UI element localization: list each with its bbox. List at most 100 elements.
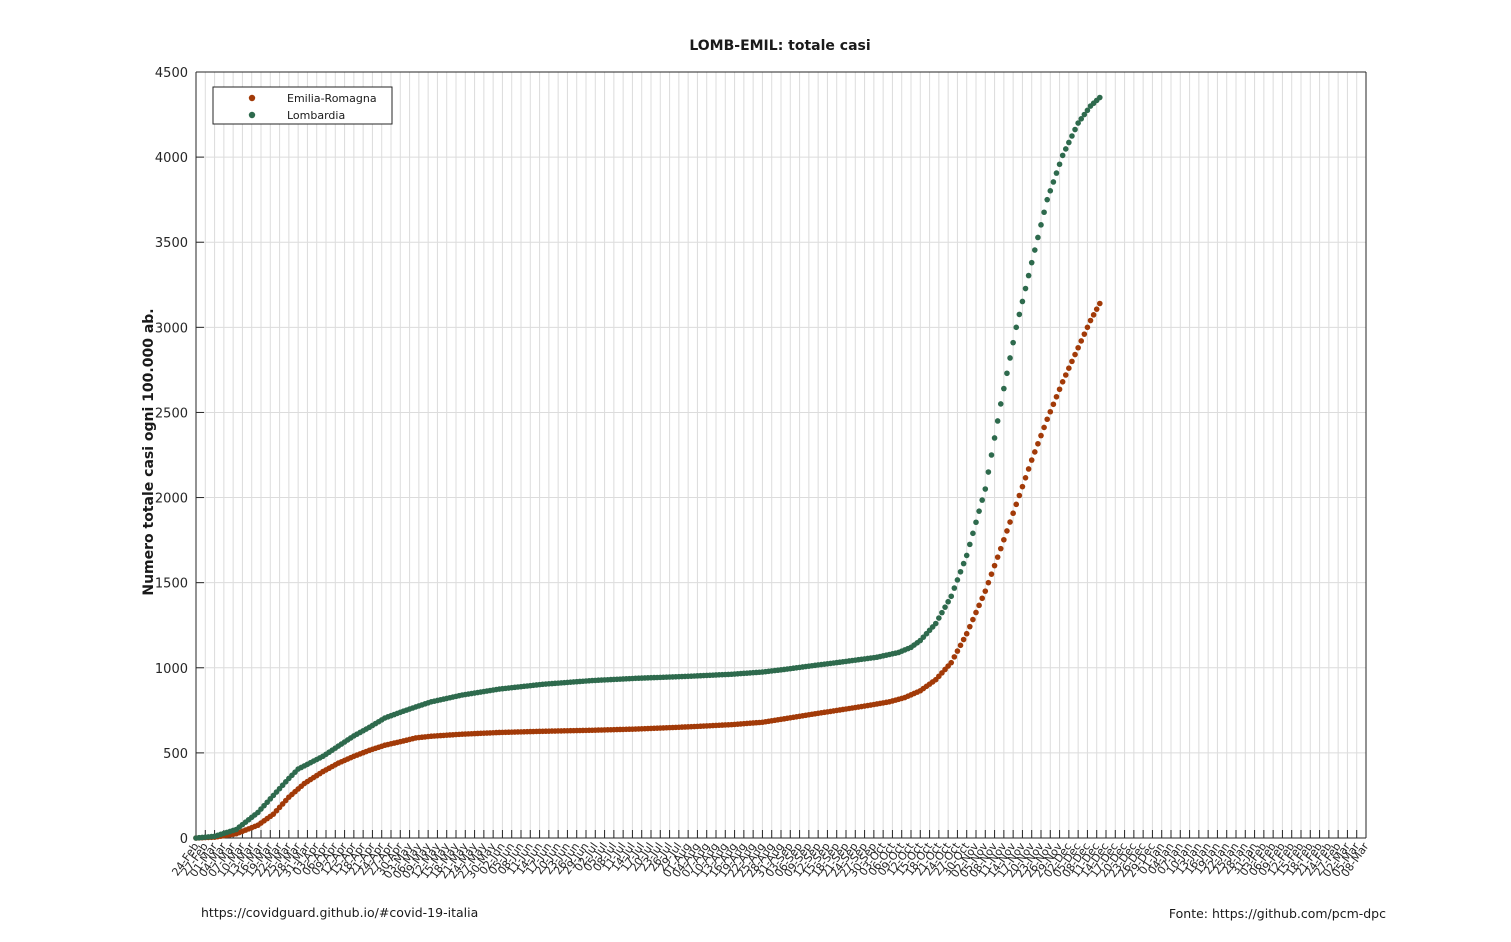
- data-point-lombardia: [976, 508, 982, 514]
- data-point-emilia-romagna: [1028, 457, 1035, 463]
- data-point-lombardia: [1078, 116, 1085, 122]
- data-point-lombardia: [985, 469, 992, 475]
- data-point-lombardia: [1010, 339, 1016, 346]
- data-point-emilia-romagna: [1007, 519, 1013, 525]
- data-point-emilia-romagna: [954, 648, 961, 654]
- data-point-lombardia: [960, 560, 967, 567]
- data-point-lombardia: [963, 552, 970, 559]
- data-point-lombardia: [1001, 385, 1007, 392]
- data-point-emilia-romagna: [1004, 528, 1010, 534]
- data-point-lombardia: [979, 497, 985, 503]
- data-point-emilia-romagna: [1059, 379, 1066, 385]
- data-point-emilia-romagna: [948, 659, 955, 666]
- data-point-emilia-romagna: [1044, 416, 1050, 423]
- data-point-lombardia: [1053, 170, 1060, 176]
- data-point-lombardia: [1041, 209, 1047, 216]
- data-point-emilia-romagna: [1053, 393, 1060, 400]
- data-source-credit[interactable]: Fonte: https://github.com/pcm-dpc: [1168, 906, 1386, 921]
- data-point-lombardia: [973, 519, 979, 526]
- source-url-left[interactable]: https://covidguard.github.io/#covid-19-i…: [201, 905, 479, 920]
- data-point-emilia-romagna: [1047, 408, 1054, 415]
- data-point-emilia-romagna: [988, 571, 995, 577]
- data-point-lombardia: [1056, 161, 1063, 168]
- grid: [195, 71, 1367, 839]
- y-axis-label: Numero totale casi ogni 100.000 ab.: [141, 308, 157, 595]
- legend-item-emilia-romagna[interactable]: Emilia-Romagna: [248, 92, 377, 105]
- data-point-emilia-romagna: [967, 623, 973, 630]
- data-point-lombardia: [951, 585, 958, 591]
- data-point-lombardia: [948, 593, 955, 600]
- data-point-emilia-romagna: [1035, 440, 1041, 447]
- data-point-lombardia: [1007, 355, 1013, 361]
- data-point-emilia-romagna: [1050, 401, 1057, 408]
- data-point-emilia-romagna: [957, 642, 964, 649]
- legend-label-lombardia: Lombardia: [287, 109, 345, 122]
- data-point-emilia-romagna: [1010, 510, 1016, 517]
- data-point-emilia-romagna: [1056, 386, 1063, 393]
- data-point-lombardia: [1038, 222, 1044, 228]
- data-point-emilia-romagna: [1078, 338, 1085, 344]
- data-point-lombardia: [942, 604, 948, 610]
- data-point-lombardia: [982, 486, 989, 492]
- y-tick-label: 500: [163, 747, 188, 762]
- legend-box: [212, 86, 393, 125]
- legend-marker-lombardia: [248, 111, 256, 119]
- data-point-emilia-romagna: [1075, 344, 1081, 351]
- data-point-lombardia: [1004, 370, 1010, 377]
- y-tick-label: 1500: [155, 577, 188, 592]
- y-tick-label: 4000: [155, 151, 188, 166]
- data-point-lombardia: [1028, 259, 1035, 266]
- data-point-lombardia: [1022, 285, 1029, 292]
- data-point-lombardia: [1047, 188, 1054, 194]
- data-point-lombardia: [1062, 146, 1069, 152]
- data-point-lombardia: [939, 609, 945, 616]
- data-point-lombardia: [1016, 311, 1023, 318]
- data-point-lombardia: [1025, 272, 1032, 279]
- data-point-emilia-romagna: [982, 588, 989, 594]
- data-point-emilia-romagna: [1038, 432, 1044, 439]
- data-point-emilia-romagna: [1084, 324, 1091, 331]
- data-point-emilia-romagna: [951, 654, 958, 660]
- data-point-emilia-romagna: [1025, 466, 1032, 472]
- y-tick-label: 2500: [155, 406, 188, 421]
- data-point-emilia-romagna: [1069, 358, 1075, 365]
- data-point-emilia-romagna: [1072, 351, 1078, 358]
- data-point-emilia-romagna: [960, 636, 967, 643]
- data-point-emilia-romagna: [1062, 372, 1069, 378]
- y-tick-label: 4500: [155, 66, 188, 81]
- data-point-lombardia: [991, 435, 998, 441]
- data-point-emilia-romagna: [976, 602, 982, 609]
- data-point-lombardia: [957, 568, 964, 575]
- data-point-emilia-romagna: [991, 562, 998, 569]
- legend-label-emilia-romagna: Emilia-Romagna: [287, 92, 377, 105]
- data-point-lombardia: [994, 418, 1001, 424]
- data-point-emilia-romagna: [1032, 449, 1038, 455]
- y-tick-label: 1000: [155, 662, 188, 677]
- data-point-lombardia: [1072, 126, 1078, 133]
- chart-title: LOMB-EMIL: totale casi: [689, 38, 870, 54]
- data-point-emilia-romagna: [1001, 536, 1007, 543]
- data-point-lombardia: [1059, 152, 1066, 159]
- data-point-emilia-romagna: [985, 579, 992, 586]
- data-point-emilia-romagna: [1087, 317, 1094, 324]
- data-point-lombardia: [1066, 139, 1072, 146]
- y-tick-label: 3000: [155, 321, 188, 336]
- data-point-lombardia: [932, 620, 939, 627]
- data-point-lombardia: [1044, 196, 1050, 203]
- data-point-lombardia: [1069, 133, 1075, 139]
- data-point-lombardia: [1097, 94, 1103, 101]
- data-point-emilia-romagna: [1041, 424, 1047, 431]
- data-point-emilia-romagna: [1022, 475, 1029, 481]
- data-point-lombardia: [936, 615, 942, 621]
- data-point-lombardia: [1050, 179, 1057, 185]
- legend-item-lombardia[interactable]: Lombardia: [248, 109, 345, 122]
- legend[interactable]: Emilia-Romagna Lombardia: [212, 86, 393, 125]
- data-point-lombardia: [954, 577, 961, 583]
- data-point-emilia-romagna: [973, 609, 979, 616]
- data-point-emilia-romagna: [1090, 312, 1097, 318]
- data-point-emilia-romagna: [1013, 501, 1020, 508]
- data-point-lombardia: [1075, 120, 1081, 126]
- data-point-lombardia: [1081, 111, 1088, 118]
- data-point-emilia-romagna: [1066, 365, 1072, 371]
